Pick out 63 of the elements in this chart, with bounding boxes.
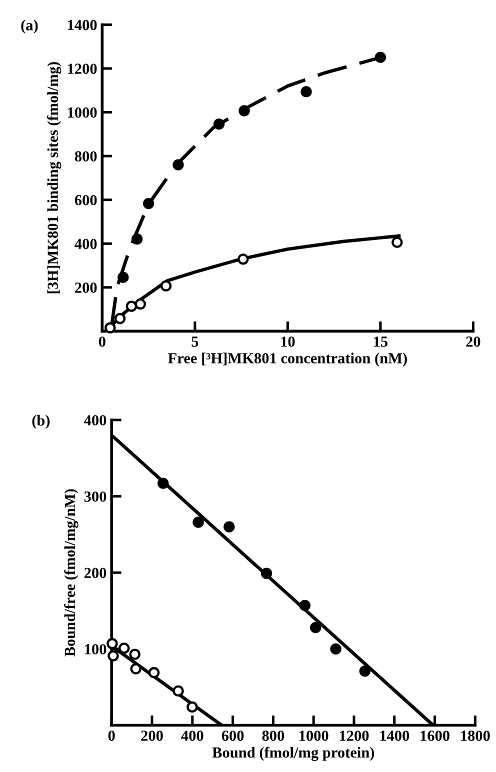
point bbox=[186, 701, 198, 713]
point bbox=[114, 312, 126, 324]
x-tick-label: 20 bbox=[466, 336, 480, 347]
chart-title: (a) bbox=[21, 20, 38, 34]
x-tick-label: 200 bbox=[141, 730, 163, 741]
point bbox=[300, 86, 312, 98]
point bbox=[126, 300, 138, 312]
y-tick-label: 200 bbox=[84, 568, 106, 578]
x-axis-title: Free [³H]MK801 concentration (nM) bbox=[168, 352, 407, 367]
y-tick-label: 1200 bbox=[68, 64, 97, 74]
y-tick-label: 800 bbox=[74, 151, 97, 162]
x-axis-title: Bound (fmol/mg protein) bbox=[212, 746, 374, 761]
point bbox=[172, 159, 184, 170]
point bbox=[118, 642, 130, 654]
y-axis-title: Bound/free (fmol/mg/nM) bbox=[64, 489, 78, 656]
x-tick-label: 400 bbox=[181, 730, 204, 741]
x-tick-label: 10 bbox=[281, 336, 295, 347]
x-tick-label: 1400 bbox=[380, 730, 410, 741]
y-tick-label: 1400 bbox=[68, 20, 97, 30]
y-tick-label: 200 bbox=[75, 282, 97, 293]
point bbox=[192, 516, 204, 528]
y-tick-label: 600 bbox=[74, 194, 97, 206]
y-tick-label: 400 bbox=[74, 238, 97, 250]
x-tick-label: 1800 bbox=[461, 730, 490, 741]
point bbox=[359, 665, 370, 677]
y-axis-title: [3H]MK801 binding sites (fmol/mg) bbox=[47, 62, 62, 294]
point bbox=[148, 667, 160, 678]
point bbox=[260, 568, 272, 580]
x-tick-label: 800 bbox=[262, 730, 284, 741]
y-tick-label: 300 bbox=[84, 491, 106, 502]
x-tick-label: 0 bbox=[98, 336, 106, 347]
point bbox=[157, 478, 169, 489]
point bbox=[310, 622, 322, 634]
point bbox=[129, 648, 140, 660]
point bbox=[134, 298, 146, 310]
point bbox=[213, 118, 225, 130]
point bbox=[104, 322, 116, 334]
point bbox=[142, 198, 154, 210]
point bbox=[224, 521, 235, 532]
x-tick-label: 0 bbox=[108, 730, 115, 741]
point bbox=[238, 105, 250, 116]
point bbox=[299, 600, 311, 612]
x-tick-label: 5 bbox=[192, 336, 198, 347]
point bbox=[374, 52, 386, 63]
point bbox=[238, 254, 249, 265]
x-tick-label: 1000 bbox=[300, 730, 328, 741]
point bbox=[130, 663, 142, 674]
point bbox=[160, 280, 172, 292]
point bbox=[108, 650, 119, 662]
point bbox=[131, 233, 143, 245]
point bbox=[106, 638, 118, 650]
x-tick-label: 1600 bbox=[420, 730, 450, 741]
x-tick-label: 600 bbox=[222, 730, 244, 741]
y-tick-label: 1000 bbox=[68, 107, 97, 118]
x-tick-label: 1200 bbox=[340, 730, 369, 741]
y-tick-label: 100 bbox=[85, 644, 106, 654]
point bbox=[392, 236, 403, 248]
chart-title: (b) bbox=[32, 414, 50, 429]
point bbox=[172, 685, 184, 697]
point bbox=[118, 272, 129, 283]
point bbox=[330, 643, 342, 655]
y-tick-label: 400 bbox=[84, 415, 106, 426]
x-tick-label: 15 bbox=[374, 336, 388, 347]
